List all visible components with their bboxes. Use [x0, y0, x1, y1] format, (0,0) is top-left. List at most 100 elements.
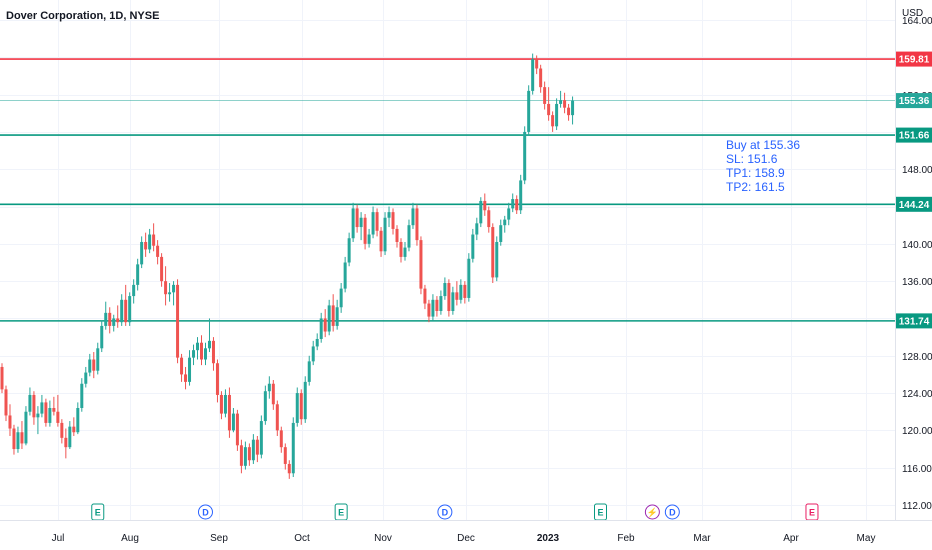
candle[interactable]: [343, 256, 347, 293]
event-marker-earnings[interactable]: E: [805, 503, 819, 521]
candle[interactable]: [211, 337, 215, 371]
candle[interactable]: [88, 353, 92, 377]
candle[interactable]: [491, 223, 495, 284]
candle[interactable]: [243, 441, 247, 470]
candle[interactable]: [539, 64, 543, 93]
candle[interactable]: [172, 281, 176, 306]
candle[interactable]: [124, 284, 128, 326]
candle[interactable]: [64, 428, 68, 459]
candle[interactable]: [184, 366, 188, 390]
candle[interactable]: [555, 98, 559, 131]
candle[interactable]: [156, 240, 160, 265]
candle[interactable]: [100, 320, 104, 353]
candle[interactable]: [20, 421, 24, 450]
candle[interactable]: [203, 342, 207, 366]
candle[interactable]: [439, 290, 443, 315]
candle[interactable]: [463, 281, 467, 304]
candle[interactable]: [48, 400, 52, 427]
candle[interactable]: [567, 103, 571, 121]
candle[interactable]: [451, 286, 455, 315]
candle[interactable]: [495, 236, 499, 282]
candle[interactable]: [104, 301, 108, 330]
candle[interactable]: [499, 219, 503, 246]
candle[interactable]: [40, 394, 44, 418]
candle[interactable]: [319, 312, 323, 343]
candle[interactable]: [387, 206, 391, 228]
candle[interactable]: [188, 350, 192, 386]
candle[interactable]: [551, 111, 555, 132]
candle[interactable]: [311, 340, 315, 366]
candle[interactable]: [475, 217, 479, 241]
candle[interactable]: [196, 337, 200, 360]
candle[interactable]: [16, 426, 20, 453]
candle[interactable]: [36, 406, 40, 435]
candle[interactable]: [144, 232, 148, 257]
event-marker-dividend[interactable]: D: [664, 504, 680, 520]
candle[interactable]: [4, 385, 8, 422]
candle[interactable]: [52, 396, 56, 416]
candle[interactable]: [519, 174, 523, 214]
candle[interactable]: [415, 204, 419, 246]
candle[interactable]: [132, 279, 136, 304]
candle[interactable]: [84, 366, 88, 388]
time-axis[interactable]: Jul Aug Sep Oct Nov Dec 2023 Feb Mar Apr May: [52, 533, 876, 544]
candles[interactable]: [0, 53, 575, 479]
candle[interactable]: [192, 344, 196, 366]
candle[interactable]: [543, 81, 547, 110]
candle[interactable]: [275, 400, 279, 436]
candle[interactable]: [291, 417, 295, 478]
candle[interactable]: [471, 228, 475, 263]
candle[interactable]: [455, 281, 459, 306]
candle[interactable]: [467, 253, 471, 302]
candle[interactable]: [355, 204, 359, 233]
candle[interactable]: [383, 212, 387, 256]
event-marker-earnings[interactable]: E: [594, 503, 607, 521]
candle[interactable]: [223, 389, 227, 418]
candle[interactable]: [140, 236, 144, 269]
candle[interactable]: [80, 378, 84, 412]
candle[interactable]: [419, 236, 423, 295]
candle[interactable]: [395, 225, 399, 248]
candle[interactable]: [24, 406, 28, 446]
candle[interactable]: [363, 214, 367, 250]
candle[interactable]: [235, 409, 239, 451]
candle[interactable]: [315, 333, 319, 351]
candle[interactable]: [351, 202, 355, 242]
candle[interactable]: [263, 385, 267, 425]
candle[interactable]: [523, 126, 527, 185]
candle[interactable]: [255, 435, 259, 463]
candle[interactable]: [335, 299, 339, 330]
candle[interactable]: [431, 294, 435, 321]
candle[interactable]: [168, 283, 172, 302]
candle[interactable]: [283, 443, 287, 470]
candle[interactable]: [112, 314, 116, 332]
candle[interactable]: [247, 443, 251, 466]
candle[interactable]: [303, 376, 307, 423]
candle[interactable]: [215, 359, 219, 403]
candle[interactable]: [399, 238, 403, 263]
candle[interactable]: [503, 215, 507, 233]
candle[interactable]: [379, 227, 383, 257]
event-marker-earnings[interactable]: E: [91, 503, 105, 521]
candle[interactable]: [227, 387, 231, 438]
candle[interactable]: [108, 307, 112, 334]
candle[interactable]: [160, 253, 164, 287]
candle[interactable]: [511, 193, 515, 213]
candle[interactable]: [527, 85, 531, 136]
candle[interactable]: [347, 232, 351, 267]
candle[interactable]: [423, 284, 427, 310]
candle[interactable]: [207, 318, 211, 353]
candle[interactable]: [271, 380, 275, 410]
candle[interactable]: [120, 294, 124, 326]
candle[interactable]: [116, 305, 120, 328]
event-marker-dividend[interactable]: D: [197, 504, 213, 520]
candle[interactable]: [307, 355, 311, 386]
candle[interactable]: [507, 202, 511, 226]
candle[interactable]: [447, 279, 451, 317]
candle[interactable]: [563, 92, 567, 114]
candle[interactable]: [56, 394, 60, 427]
candle[interactable]: [339, 283, 343, 313]
event-marker-dividend[interactable]: D: [437, 504, 453, 520]
